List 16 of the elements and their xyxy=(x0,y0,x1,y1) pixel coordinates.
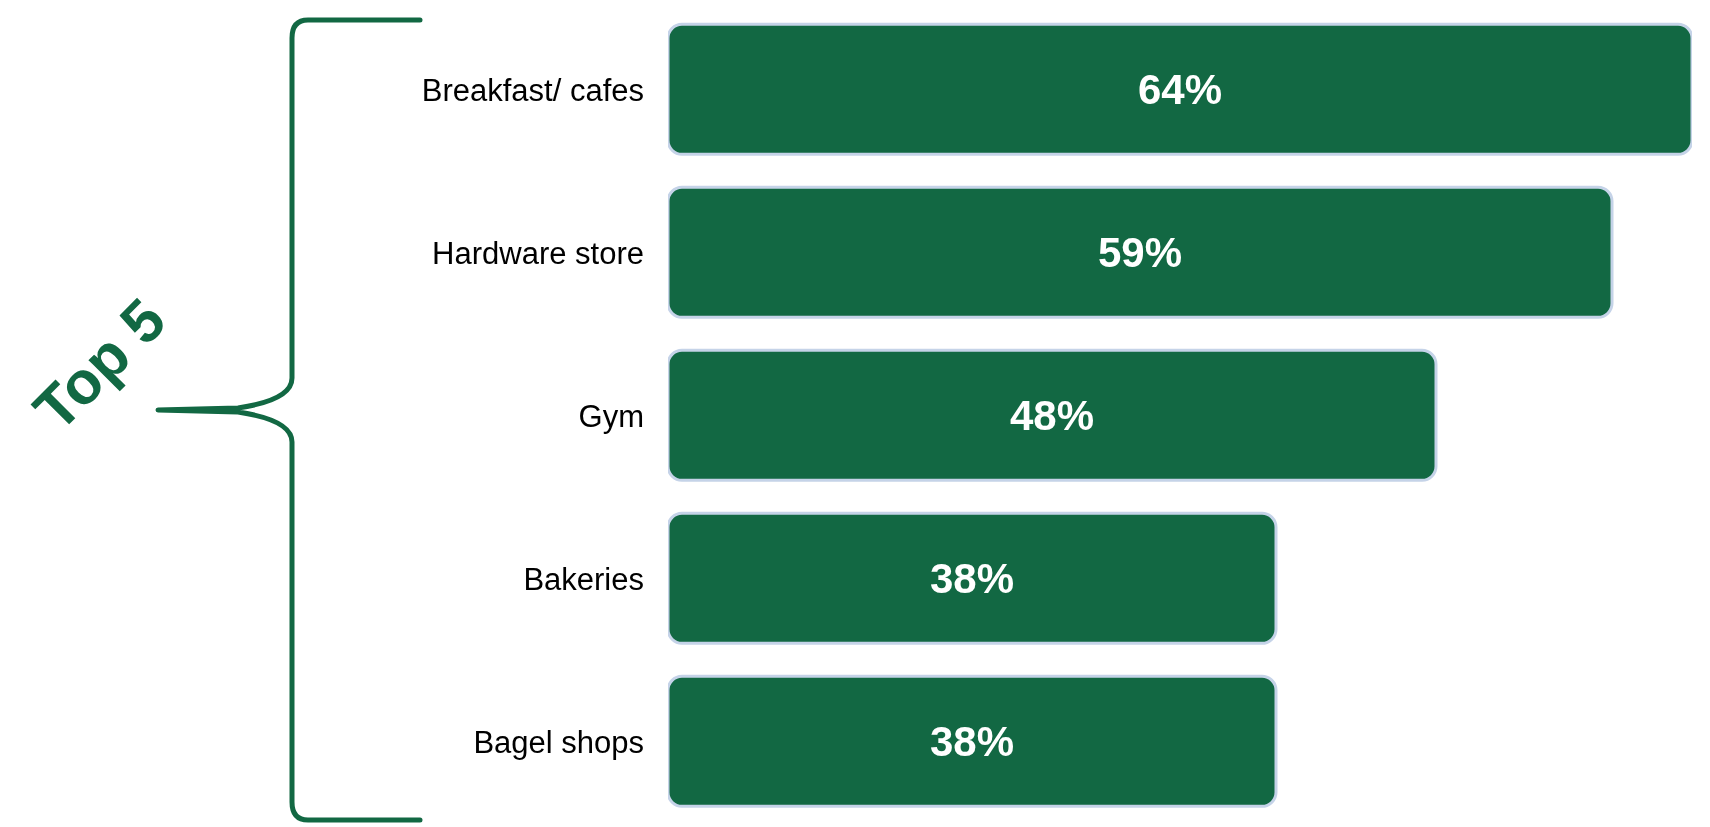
data-label: 38% xyxy=(929,718,1015,766)
data-label: 38% xyxy=(929,555,1015,603)
bar xyxy=(668,511,1278,645)
data-label: 59% xyxy=(1097,229,1183,277)
bar xyxy=(668,674,1278,808)
y-tick-label: Bagel shops xyxy=(473,724,644,760)
y-tick-label: Bakeries xyxy=(523,561,644,597)
y-tick-label: Hardware store xyxy=(432,235,644,271)
y-tick-label: Gym xyxy=(578,398,644,434)
y-tick-label: Breakfast/ cafes xyxy=(421,72,644,108)
data-label: 48% xyxy=(1009,392,1095,440)
data-label: 64% xyxy=(1137,66,1223,114)
text: Top 5 xyxy=(21,286,179,444)
bar xyxy=(668,348,1438,482)
bar xyxy=(668,185,1614,319)
bar xyxy=(668,22,1692,156)
